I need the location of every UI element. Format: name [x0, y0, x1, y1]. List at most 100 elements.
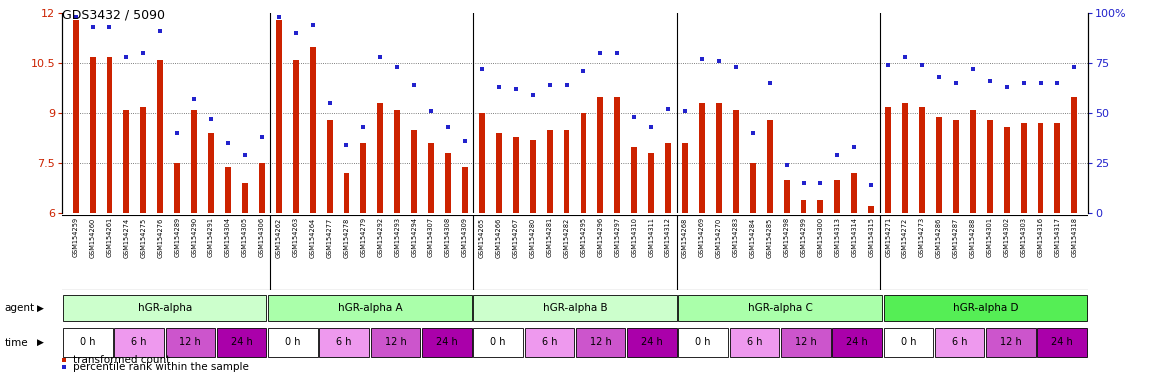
- Text: GSM154274: GSM154274: [123, 217, 130, 258]
- Bar: [63, 328, 113, 358]
- Text: GSM154306: GSM154306: [259, 217, 264, 257]
- Text: agent: agent: [5, 303, 34, 313]
- Text: GSM154317: GSM154317: [1055, 217, 1060, 257]
- Bar: [678, 295, 882, 321]
- Bar: [309, 47, 315, 213]
- Point: [828, 152, 846, 158]
- Text: GSM154314: GSM154314: [851, 217, 857, 257]
- Bar: [716, 103, 722, 213]
- Bar: [478, 113, 485, 213]
- Point: [676, 108, 695, 114]
- Bar: [344, 173, 350, 213]
- Point: [473, 66, 491, 73]
- Text: 0 h: 0 h: [285, 337, 300, 347]
- Point: [896, 54, 914, 60]
- Text: hGR-alpha D: hGR-alpha D: [952, 303, 1018, 313]
- Text: GSM154305: GSM154305: [242, 217, 248, 257]
- Text: GSM154309: GSM154309: [462, 217, 468, 257]
- Text: GSM154281: GSM154281: [546, 217, 553, 257]
- Bar: [140, 107, 146, 213]
- Bar: [935, 328, 984, 358]
- Bar: [90, 57, 95, 213]
- Point: [371, 54, 390, 60]
- Text: 12 h: 12 h: [179, 337, 201, 347]
- Point: [1065, 64, 1083, 70]
- Text: GSM154265: GSM154265: [478, 217, 485, 258]
- Text: ▶: ▶: [37, 338, 44, 347]
- Text: GSM154302: GSM154302: [1004, 217, 1010, 257]
- Text: 24 h: 24 h: [231, 337, 253, 347]
- Point: [692, 56, 711, 63]
- Text: ▶: ▶: [37, 304, 44, 313]
- Text: GSM154287: GSM154287: [953, 217, 959, 258]
- Text: GSM154301: GSM154301: [987, 217, 992, 257]
- Text: GSM154288: GSM154288: [969, 217, 976, 258]
- Text: GSM154286: GSM154286: [936, 217, 942, 258]
- Text: GSM154273: GSM154273: [919, 217, 925, 257]
- Text: GSM154276: GSM154276: [158, 217, 163, 258]
- Text: 12 h: 12 h: [1000, 337, 1022, 347]
- Point: [354, 124, 373, 130]
- Text: GSM154260: GSM154260: [90, 217, 95, 258]
- Text: 24 h: 24 h: [1051, 337, 1073, 347]
- Point: [760, 80, 779, 86]
- Point: [591, 50, 610, 56]
- Text: hGR-alpha: hGR-alpha: [138, 303, 192, 313]
- Point: [626, 114, 644, 120]
- Text: 12 h: 12 h: [590, 337, 612, 347]
- Bar: [474, 328, 523, 358]
- Point: [642, 124, 660, 130]
- Bar: [496, 133, 501, 213]
- Point: [253, 134, 271, 140]
- Bar: [682, 143, 688, 213]
- Bar: [158, 60, 163, 213]
- Bar: [665, 143, 672, 213]
- Point: [811, 180, 829, 186]
- Bar: [987, 120, 992, 213]
- Text: GSM154318: GSM154318: [1072, 217, 1078, 257]
- Bar: [123, 110, 130, 213]
- Text: GSM154263: GSM154263: [293, 217, 299, 257]
- Text: GDS3432 / 5090: GDS3432 / 5090: [62, 8, 166, 22]
- Bar: [699, 103, 705, 213]
- Point: [946, 80, 965, 86]
- Bar: [868, 207, 874, 213]
- Point: [727, 64, 745, 70]
- Text: GSM154264: GSM154264: [309, 217, 315, 258]
- Point: [168, 130, 186, 136]
- Text: GSM154270: GSM154270: [716, 217, 722, 258]
- Bar: [883, 328, 933, 358]
- Bar: [1037, 123, 1043, 213]
- Point: [574, 68, 592, 74]
- Point: [659, 106, 677, 113]
- Bar: [564, 130, 569, 213]
- Text: GSM154261: GSM154261: [107, 217, 113, 257]
- Text: 24 h: 24 h: [436, 337, 458, 347]
- Bar: [377, 103, 383, 213]
- Bar: [360, 143, 367, 213]
- Bar: [225, 167, 231, 213]
- Text: GSM154272: GSM154272: [902, 217, 908, 258]
- Bar: [678, 328, 728, 358]
- Point: [929, 74, 948, 80]
- Text: hGR-alpha A: hGR-alpha A: [338, 303, 402, 313]
- Text: GSM154308: GSM154308: [445, 217, 451, 257]
- Bar: [462, 167, 468, 213]
- Point: [1014, 80, 1033, 86]
- Text: GSM154282: GSM154282: [564, 217, 569, 258]
- Text: 0 h: 0 h: [81, 337, 95, 347]
- Point: [490, 84, 508, 90]
- Point: [218, 140, 237, 146]
- Bar: [175, 163, 181, 213]
- Point: [1032, 80, 1050, 86]
- Bar: [733, 110, 738, 213]
- Bar: [851, 173, 857, 213]
- Bar: [919, 107, 925, 213]
- Text: GSM154303: GSM154303: [1020, 217, 1027, 257]
- Point: [964, 66, 982, 73]
- Text: GSM154277: GSM154277: [327, 217, 332, 258]
- Bar: [614, 97, 620, 213]
- Bar: [1055, 123, 1060, 213]
- Point: [151, 28, 169, 35]
- Bar: [835, 180, 841, 213]
